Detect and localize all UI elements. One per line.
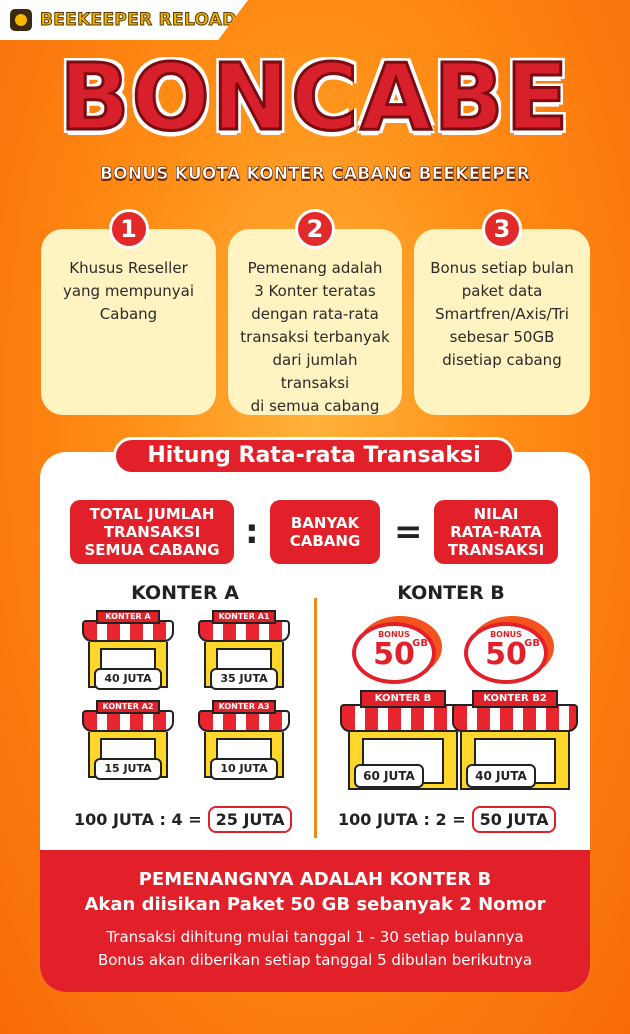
page-subtitle: BONUS KUOTA KONTER CABANG BEEKEEPER — [100, 164, 530, 185]
store-sign: KONTER B — [360, 690, 446, 708]
rule-number: 2 — [295, 209, 335, 249]
rule-text: Pemenang adalah 3 Konter teratas dengan … — [240, 259, 390, 415]
formula-average-box: NILAI RATA-RATA TRANSAKSI — [434, 500, 558, 564]
bonus-label: BONUS — [490, 630, 522, 639]
store-amount: 40 JUTA — [94, 668, 162, 690]
brand-bar: BEEKEEPER RELOAD — [0, 0, 248, 40]
bonus-unit: GB — [524, 638, 540, 649]
store-sign: KONTER A2 — [96, 700, 160, 714]
store-konter-a3: KONTER A3 10 JUTA — [198, 700, 290, 784]
konter-b-result: 50 JUTA — [471, 806, 557, 833]
store-amount: 60 JUTA — [354, 764, 424, 788]
store-sign: KONTER B2 — [472, 690, 558, 708]
bonus-unit: GB — [412, 638, 428, 649]
bee-logo-icon — [10, 9, 32, 31]
brand-name: BEEKEEPER RELOAD — [40, 10, 237, 31]
konter-b-title: KONTER B — [397, 582, 505, 604]
store-konter-b: KONTER B 60 JUTA — [340, 690, 466, 794]
rule-card-2: 2 Pemenang adalah 3 Konter teratas denga… — [228, 209, 402, 415]
calc-header: Hitung Rata-rata Transaksi — [113, 437, 515, 475]
rule-number: 1 — [108, 209, 149, 249]
bonus-date-note: Bonus akan diberikan setiap tanggal 5 di… — [97, 951, 533, 969]
store-amount: 15 JUTA — [94, 758, 162, 780]
konter-a-sum: 100 JUTA : 4 = 25 JUTA — [74, 806, 293, 833]
store-amount: 40 JUTA — [466, 764, 536, 788]
store-amount: 35 JUTA — [210, 668, 278, 690]
store-konter-a2: KONTER A2 15 JUTA — [82, 700, 174, 784]
page-title: BONCABE — [58, 44, 571, 151]
rule-number: 3 — [482, 209, 522, 249]
rule-card-3: 3 Bonus setiap bulan paket data Smartfre… — [414, 209, 590, 415]
column-divider — [314, 598, 317, 838]
prize-line: Akan diisikan Paket 50 GB sebanyak 2 Nom… — [84, 894, 546, 915]
bonus-50gb-badge: BONUS 50 GB — [464, 622, 548, 684]
formula-branches-box: BANYAK CABANG — [270, 500, 380, 564]
period-note: Transaksi dihitung mulai tanggal 1 - 30 … — [106, 928, 524, 946]
konter-b-sum-expression: 100 JUTA : 2 = — [338, 810, 466, 829]
store-konter-a1: KONTER A1 35 JUTA — [198, 610, 290, 694]
winner-line: PEMENANGNYA ADALAH KONTER B — [138, 869, 492, 890]
winner-footer: PEMENANGNYA ADALAH KONTER B Akan diisika… — [40, 850, 590, 992]
bonus-label: BONUS — [378, 630, 410, 639]
rule-card-1: 1 Khusus Reseller yang mempunyai Cabang — [41, 209, 216, 415]
store-sign: KONTER A1 — [212, 610, 276, 624]
formula-total-box: TOTAL JUMLAH TRANSAKSI SEMUA CABANG — [70, 500, 234, 564]
rule-text: Bonus setiap bulan paket data Smartfren/… — [430, 259, 574, 369]
store-konter-a: KONTER A 40 JUTA — [82, 610, 174, 694]
bonus-number: 50 — [373, 637, 415, 672]
konter-a-result: 25 JUTA — [207, 806, 293, 833]
rule-text: Khusus Reseller yang mempunyai Cabang — [62, 259, 195, 323]
konter-a-sum-expression: 100 JUTA : 4 = — [74, 810, 202, 829]
formula-divide-op: : — [245, 512, 259, 552]
store-sign: KONTER A — [96, 610, 160, 624]
store-sign: KONTER A3 — [212, 700, 276, 714]
konter-b-sum: 100 JUTA : 2 = 50 JUTA — [338, 806, 557, 833]
store-amount: 10 JUTA — [210, 758, 278, 780]
konter-a-title: KONTER A — [131, 582, 239, 604]
bonus-50gb-badge: BONUS 50 GB — [352, 622, 436, 684]
bonus-number: 50 — [485, 637, 527, 672]
formula-equals-op: = — [394, 512, 423, 552]
store-konter-b2: KONTER B2 40 JUTA — [452, 690, 578, 794]
